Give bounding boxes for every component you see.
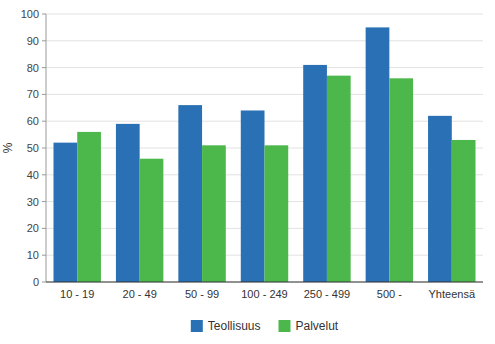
bar xyxy=(116,124,140,282)
bar xyxy=(53,143,77,282)
legend-label: Palvelut xyxy=(296,319,339,333)
legend-swatch xyxy=(191,320,203,332)
y-tick-label: 50 xyxy=(27,142,39,154)
y-tick-label: 0 xyxy=(33,276,39,288)
y-tick xyxy=(42,282,46,283)
y-axis: 0 10 20 30 40 50 60 70 80 90 100 xyxy=(21,8,483,288)
bar xyxy=(366,27,390,282)
x-tick-label: 250 - 499 xyxy=(304,288,350,300)
legend-swatch xyxy=(279,320,291,332)
y-tick xyxy=(42,228,46,229)
y-tick-label: 70 xyxy=(27,88,39,100)
y-tick xyxy=(42,67,46,68)
grid-line xyxy=(46,40,483,41)
x-tick-label: 500 - xyxy=(377,288,402,300)
y-tick-label: 80 xyxy=(27,62,39,74)
y-tick xyxy=(42,94,46,95)
grid-line xyxy=(46,67,483,68)
bar xyxy=(77,132,101,282)
chart-container: 0 10 20 30 40 50 60 70 80 90 100% 10 - 19 20 - 49 50 … xyxy=(0,0,495,344)
grid-line xyxy=(46,282,483,283)
bar xyxy=(303,65,327,282)
x-tick-label: 20 - 49 xyxy=(123,288,157,300)
y-tick-label: 100 xyxy=(21,8,39,20)
chart: 0 10 20 30 40 50 60 70 80 90 100% 10 - 19 20 - 49 50 … xyxy=(0,0,495,344)
legend-label: Teollisuus xyxy=(208,319,261,333)
bar xyxy=(428,116,452,282)
x-axis-line xyxy=(46,282,483,283)
x-tick-label: 100 - 249 xyxy=(241,288,287,300)
bars xyxy=(53,27,475,282)
y-tick-label: 90 xyxy=(27,35,39,47)
y-tick xyxy=(42,40,46,41)
y-tick-label: 40 xyxy=(27,169,39,181)
x-tick-label: Yhteensä xyxy=(429,288,476,300)
y-tick xyxy=(42,14,46,15)
x-axis: 10 - 19 20 - 49 50 - 99 100 - 249 250 - 499 5… xyxy=(60,288,476,300)
bar xyxy=(241,110,265,282)
y-tick-label: 10 xyxy=(27,249,39,261)
bar xyxy=(202,145,226,282)
bar xyxy=(327,76,351,282)
y-tick-label: 60 xyxy=(27,115,39,127)
y-tick xyxy=(42,174,46,175)
grid-line xyxy=(46,94,483,95)
bar xyxy=(140,159,164,282)
grid-line xyxy=(46,14,483,15)
y-tick-label: 30 xyxy=(27,196,39,208)
y-axis-line xyxy=(46,14,47,282)
y-axis-label: % xyxy=(1,142,15,153)
legend: Teollisuus Palvelut xyxy=(191,319,339,333)
y-tick xyxy=(42,148,46,149)
y-tick xyxy=(42,255,46,256)
bar xyxy=(452,140,476,282)
bar xyxy=(178,105,202,282)
y-tick xyxy=(42,121,46,122)
x-tick-label: 50 - 99 xyxy=(185,288,219,300)
y-tick-label: 20 xyxy=(27,222,39,234)
bar xyxy=(389,78,413,282)
x-tick-label: 10 - 19 xyxy=(60,288,94,300)
page: {"chart_data": {"type": "bar", "categori… xyxy=(0,0,495,344)
y-tick xyxy=(42,201,46,202)
bar xyxy=(265,145,289,282)
